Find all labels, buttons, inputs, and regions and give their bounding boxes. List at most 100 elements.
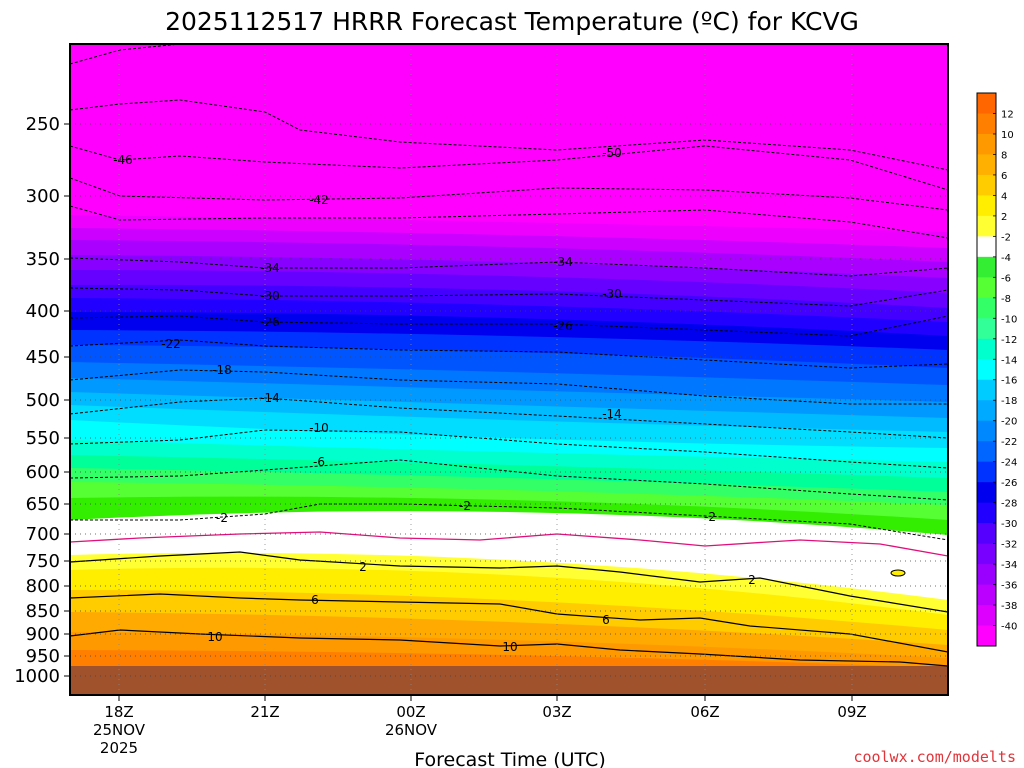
y-tick-label: 800 <box>26 576 60 597</box>
y-tick-label: 550 <box>26 428 60 449</box>
colorbar-label: 10 <box>1001 130 1014 141</box>
contour-label: -26 <box>553 319 573 333</box>
colorbar-label: -18 <box>1001 396 1017 407</box>
y-axis: 2503003504004505005506006507007508008509… <box>14 114 70 687</box>
colorbar-label: -24 <box>1001 458 1017 469</box>
warm-pocket-contour <box>890 569 906 577</box>
x-tick-label: 06Z <box>690 703 719 721</box>
contour-label: -2 <box>704 510 716 524</box>
colorbar-swatch <box>977 338 996 360</box>
contour-line-solid <box>70 551 948 613</box>
colorbar-swatch <box>977 482 996 504</box>
contour-label: -6 <box>313 455 325 469</box>
colorbar-swatch <box>977 523 996 545</box>
contour-label: -42 <box>309 193 329 207</box>
contour-label: -34 <box>553 255 573 269</box>
colorbar-label: -14 <box>1001 355 1017 366</box>
colorbar-swatch <box>977 154 996 176</box>
contour-label: 10 <box>207 630 222 644</box>
contour-line-dashed <box>70 339 948 369</box>
contour-label: -2 <box>216 511 228 525</box>
y-tick-label: 400 <box>26 301 60 322</box>
y-tick-label: 650 <box>26 494 60 515</box>
chart-title: 2025112517 HRRR Forecast Temperature (ºC… <box>165 7 859 36</box>
colorbar-swatch <box>977 605 996 627</box>
contour-label: -30 <box>260 289 280 303</box>
colorbar-swatch <box>977 564 996 586</box>
contour-line-solid <box>70 629 948 667</box>
plot-area <box>70 44 948 695</box>
colorbar-label: -4 <box>1001 253 1011 264</box>
contour-line-dashed <box>70 99 948 171</box>
x-tick-label: 09Z <box>837 703 866 721</box>
colorbar-swatch <box>977 543 996 565</box>
y-tick-label: 750 <box>26 551 60 572</box>
x-tick-label: 18Z <box>104 703 133 721</box>
colorbar-swatch <box>977 113 996 135</box>
y-tick-label: 850 <box>26 601 60 622</box>
x-tick-year: 2025 <box>100 739 138 757</box>
contour-line-dashed <box>70 315 948 337</box>
colorbar-swatch <box>977 441 996 463</box>
colorbar-label: 6 <box>1001 171 1007 182</box>
x-tick-label: 03Z <box>542 703 571 721</box>
contour-label: -14 <box>260 391 280 405</box>
colorbar-label: 8 <box>1001 150 1007 161</box>
x-tick-label: 00Z <box>396 703 425 721</box>
contour-line-dashed <box>70 459 948 501</box>
colorbar-swatch <box>977 318 996 340</box>
colorbar-swatch <box>977 359 996 381</box>
y-tick-label: 300 <box>26 186 60 207</box>
colorbar-swatch <box>977 195 996 217</box>
contour-line-dashed <box>70 44 181 65</box>
freezing-line <box>70 531 948 557</box>
colorbar-label: -10 <box>1001 314 1017 325</box>
contour-label: -50 <box>602 146 622 160</box>
colorbar-label: -22 <box>1001 437 1017 448</box>
contour-label: 2 <box>748 573 756 587</box>
colorbar-swatch <box>977 93 996 114</box>
y-tick-label: 900 <box>26 624 60 645</box>
colorbar-swatch <box>977 236 996 258</box>
colorbar-swatch <box>977 379 996 401</box>
y-tick-label: 950 <box>26 646 60 667</box>
ground-fill <box>70 666 948 695</box>
colorbar-label: 2 <box>1001 212 1007 223</box>
colorbar-label: -20 <box>1001 417 1017 428</box>
y-tick-label: 700 <box>26 524 60 545</box>
colorbar-swatch <box>977 297 996 319</box>
contour-line-dashed <box>70 397 948 439</box>
colorbar: 12 10 8 6 4 2 -2 -4 -6 -8 -10 -12 -14 -16 -18 -20 -22 -24… <box>976 92 1017 647</box>
colorbar-swatch <box>977 461 996 483</box>
colorbar-label: -16 <box>1001 376 1017 387</box>
colorbar-swatch <box>977 174 996 196</box>
x-tick-date: 26NOV <box>385 721 438 739</box>
colorbar-label: -28 <box>1001 499 1017 510</box>
y-tick-label: 250 <box>26 114 60 135</box>
colorbar-label: -26 <box>1001 478 1017 489</box>
contour-line-dashed <box>70 177 948 211</box>
colorbar-label: 4 <box>1001 191 1007 202</box>
colorbar-label: -2 <box>1001 232 1011 243</box>
colorbar-swatch <box>977 277 996 299</box>
colorbar-swatch <box>977 215 996 237</box>
plot-frame <box>69 43 949 696</box>
contour-label: 2 <box>359 560 367 574</box>
contour-label: -46 <box>113 153 133 167</box>
contour-line-dashed <box>70 369 948 405</box>
y-tick-label: 500 <box>26 390 60 411</box>
credit-text[interactable]: coolwx.com/modelts <box>853 748 1016 766</box>
colorbar-swatch <box>977 625 996 647</box>
colorbar-swatch <box>977 502 996 524</box>
colorbar-label: -36 <box>1001 581 1017 592</box>
contour-label: -18 <box>212 363 232 377</box>
colorbar-swatch <box>977 584 996 606</box>
contour-label: -26 <box>260 315 280 329</box>
colorbar-swatch <box>977 256 996 278</box>
colorbar-swatch <box>977 420 996 442</box>
colorbar-label: -34 <box>1001 560 1017 571</box>
colorbar-frame <box>976 92 997 647</box>
contour-label: -22 <box>161 337 181 351</box>
